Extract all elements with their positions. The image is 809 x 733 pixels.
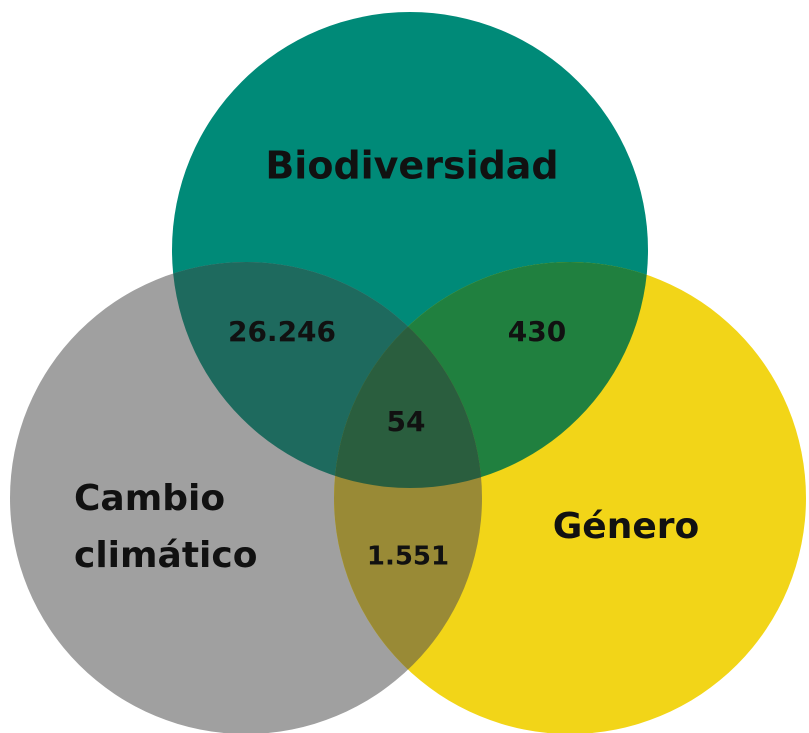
overlap-group — [172, 262, 648, 488]
set-label: climático — [74, 535, 257, 576]
set-label: Cambio — [74, 478, 225, 519]
intersection-label: 430 — [508, 315, 566, 348]
overlap — [334, 262, 648, 488]
intersection-label: 26.246 — [228, 315, 336, 348]
set-label: Género — [553, 506, 700, 547]
intersection-label: 1.551 — [367, 542, 449, 572]
set-label: Biodiversidad — [265, 144, 558, 188]
overlap — [172, 262, 482, 488]
intersection-label: 54 — [387, 405, 426, 438]
